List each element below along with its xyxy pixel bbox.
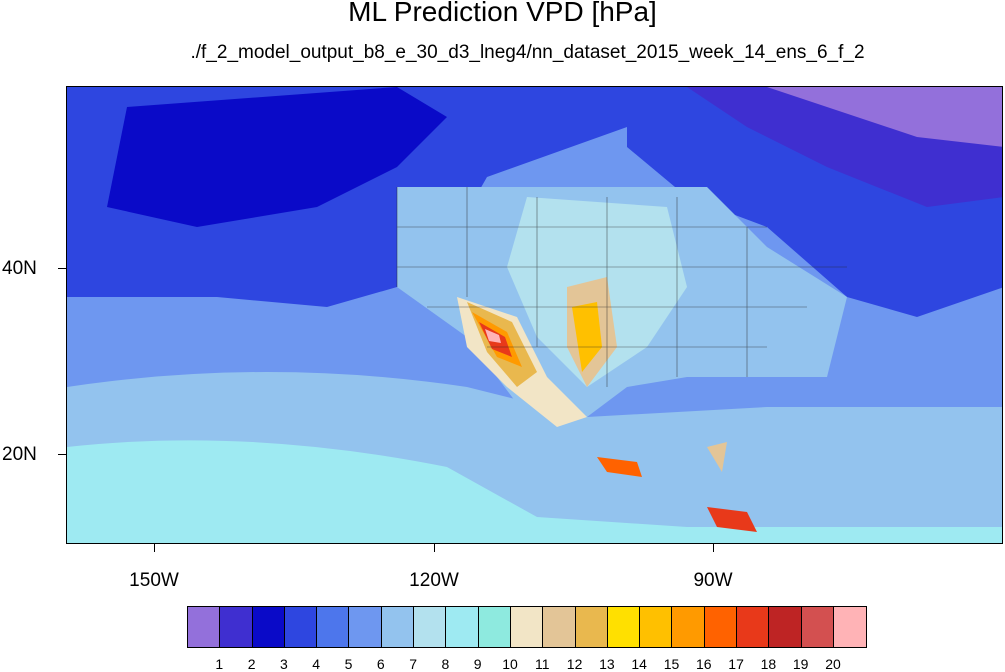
colorbar-label: 16 — [696, 656, 712, 672]
colorbar-swatch — [220, 607, 253, 647]
colorbar — [187, 606, 868, 648]
colorbar-swatch — [672, 607, 705, 647]
lat-tick-20n — [58, 454, 66, 455]
colorbar-swatch — [284, 607, 318, 647]
colorbar-swatch — [769, 607, 802, 647]
colorbar-label: 8 — [441, 656, 450, 672]
colorbar-label: 5 — [344, 656, 353, 672]
colorbar-label: 19 — [792, 656, 809, 672]
vpd-map — [66, 86, 1003, 544]
lon-label-150w: 150W — [129, 570, 179, 591]
colorbar-swatch — [575, 607, 608, 647]
colorbar-label: 14 — [631, 656, 647, 672]
colorbar-swatch — [543, 607, 576, 647]
colorbar-swatch — [414, 607, 447, 647]
colorbar-swatch — [478, 607, 511, 647]
colorbar-label: 10 — [502, 656, 518, 672]
colorbar-label: 13 — [599, 656, 615, 672]
colorbar-label: 9 — [473, 656, 482, 672]
colorbar-label: 4 — [312, 656, 321, 672]
colorbar-label: 1 — [215, 656, 224, 672]
lon-tick-150w — [154, 544, 155, 552]
colorbar-swatch — [349, 607, 382, 647]
colorbar-swatch — [737, 607, 770, 647]
colorbar-swatch — [833, 607, 867, 647]
lon-tick-120w — [434, 544, 435, 552]
colorbar-label: 6 — [376, 656, 385, 672]
colorbar-label: 2 — [247, 656, 256, 672]
colorbar-label: 11 — [535, 656, 550, 672]
lat-label-40n: 40N — [2, 258, 37, 279]
colorbar-label: 20 — [825, 656, 841, 672]
colorbar-swatch — [801, 607, 834, 647]
colorbar-swatch — [381, 607, 415, 647]
colorbar-swatch — [252, 607, 285, 647]
colorbar-swatch — [510, 607, 544, 647]
vpd-map-field — [67, 87, 1002, 543]
colorbar-swatch — [317, 607, 350, 647]
colorbar-swatch — [446, 607, 479, 647]
colorbar-label: 15 — [663, 656, 680, 672]
colorbar-swatch — [607, 607, 641, 647]
colorbar-swatch — [640, 607, 673, 647]
map-title: ML Prediction VPD [hPa] — [348, 0, 657, 27]
map-subtitle: ./f_2_model_output_b8_e_30_d3_lneg4/nn_d… — [190, 42, 865, 63]
lat-label-20n: 20N — [2, 444, 37, 465]
colorbar-label: 7 — [409, 656, 417, 672]
lon-tick-90w — [713, 544, 714, 552]
lat-tick-40n — [58, 268, 66, 269]
lon-label-120w: 120W — [409, 570, 459, 591]
colorbar-label: 18 — [760, 656, 777, 672]
lon-label-90w: 90W — [693, 570, 733, 591]
colorbar-label: 12 — [566, 656, 583, 672]
colorbar-label: 3 — [279, 656, 288, 672]
colorbar-swatch — [704, 607, 738, 647]
colorbar-label: 17 — [728, 656, 744, 672]
colorbar-swatch — [188, 607, 221, 647]
